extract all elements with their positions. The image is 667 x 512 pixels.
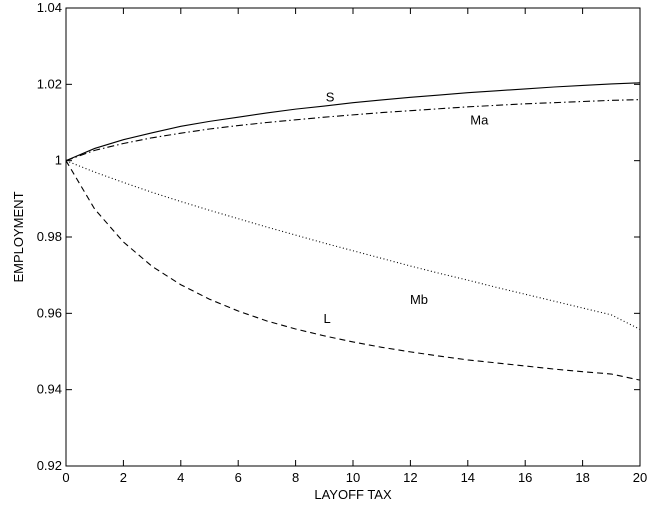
x-tick-label: 12 xyxy=(403,470,417,485)
x-tick-label: 18 xyxy=(575,470,589,485)
y-tick-label: 1 xyxy=(55,153,62,168)
y-tick-label: 0.94 xyxy=(37,382,62,397)
series-line-mb xyxy=(65,160,641,330)
series-label-l: L xyxy=(324,311,331,326)
x-tick-label: 8 xyxy=(292,470,299,485)
x-tick-label: 14 xyxy=(461,470,475,485)
x-tick-label: 0 xyxy=(62,470,69,485)
y-tick-label: 1.04 xyxy=(37,0,62,15)
series-labels: S Ma Mb L xyxy=(324,90,490,326)
x-tick-label: 10 xyxy=(346,470,360,485)
y-axis: 0.92 0.94 0.96 0.98 1 1.02 1.04 xyxy=(37,0,640,473)
x-tick-label: 4 xyxy=(177,470,184,485)
y-tick-label: 0.98 xyxy=(37,229,62,244)
series-lines xyxy=(65,82,641,381)
x-tick-label: 6 xyxy=(235,470,242,485)
x-tick-label: 20 xyxy=(633,470,647,485)
x-tick-label: 2 xyxy=(120,470,127,485)
series-label-mb: Mb xyxy=(410,292,428,307)
y-axis-title: EMPLOYMENT xyxy=(11,191,26,282)
x-axis: 0 2 4 6 8 10 12 14 16 18 20 xyxy=(62,8,647,485)
y-tick-label: 0.92 xyxy=(37,458,62,473)
series-label-ma: Ma xyxy=(470,112,489,127)
y-tick-label: 1.02 xyxy=(37,76,62,91)
y-tick-label: 0.96 xyxy=(37,305,62,320)
series-line-s xyxy=(65,82,641,162)
series-label-s: S xyxy=(326,90,335,105)
x-axis-title: LAYOFF TAX xyxy=(314,487,392,502)
plot-area xyxy=(65,7,641,467)
x-tick-label: 16 xyxy=(518,470,532,485)
series-line-l xyxy=(65,160,641,381)
series-line-ma xyxy=(65,99,641,162)
